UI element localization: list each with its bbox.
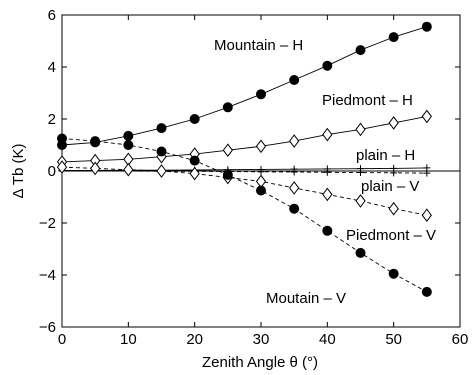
label-piedmont-h: Piedmont – H [322, 92, 413, 109]
series-line [61, 26, 427, 146]
series-layer [56, 21, 432, 297]
data-point [56, 160, 68, 174]
data-point [323, 168, 331, 176]
data-point [289, 134, 300, 148]
data-point [390, 169, 398, 177]
x-axis-label: Zenith Angle θ (°) [202, 354, 318, 371]
data-point [222, 143, 233, 158]
data-point [388, 201, 399, 216]
label-plain-v: plain – V [361, 178, 419, 195]
series-line [62, 167, 427, 171]
data-point [289, 181, 300, 195]
data-point [189, 155, 200, 166]
data-point [189, 166, 200, 181]
data-point [90, 136, 101, 147]
series-line [62, 170, 427, 174]
y-axis-label: Δ Tb (K) [10, 143, 27, 198]
data-point [388, 32, 399, 43]
y-tick-label: 2 [48, 111, 56, 128]
data-point [255, 139, 267, 154]
data-point [256, 185, 266, 196]
data-point [421, 21, 432, 32]
y-axis-ticks: −6 −4 −2 0 2 4 6 [39, 7, 460, 336]
data-point [123, 130, 134, 141]
label-moutain-v: Moutain – V [266, 290, 346, 307]
data-point [123, 140, 134, 150]
data-point [156, 123, 167, 134]
label-plain-h: plain – H [356, 147, 415, 164]
data-point [388, 268, 399, 279]
x-axis-ticks: 0 10 20 30 40 50 60 [58, 15, 469, 348]
data-point [222, 169, 233, 180]
x-tick-label: 30 [253, 331, 270, 348]
x-tick-label: 0 [58, 331, 66, 348]
data-point [156, 164, 167, 178]
data-point [322, 60, 333, 71]
data-point [222, 102, 233, 113]
data-point [156, 146, 167, 157]
data-point [189, 114, 200, 124]
data-point [322, 225, 333, 236]
data-point [256, 89, 266, 100]
data-point [289, 75, 300, 85]
data-point [421, 208, 432, 223]
label-piedmont-v: Piedmont – V [346, 227, 436, 244]
x-tick-label: 10 [120, 331, 137, 348]
data-point [322, 187, 333, 202]
label-mountain-h: Mountain – H [214, 37, 303, 54]
series-5 [57, 133, 432, 297]
series-line [61, 138, 428, 293]
data-point [355, 45, 366, 56]
data-point [355, 194, 366, 208]
y-tick-label: −2 [39, 215, 56, 232]
data-point [290, 168, 298, 176]
data-point [357, 169, 364, 177]
data-point [388, 116, 399, 130]
data-point [257, 168, 265, 176]
x-tick-label: 50 [385, 331, 402, 348]
data-point [90, 161, 101, 176]
y-tick-label: −6 [39, 319, 56, 336]
data-point [423, 169, 431, 177]
data-point [57, 133, 67, 144]
data-point [421, 109, 432, 124]
y-tick-label: −4 [39, 267, 56, 284]
y-tick-label: 4 [48, 59, 56, 76]
data-point [355, 122, 366, 137]
y-tick-label: 0 [48, 163, 56, 180]
data-point [355, 247, 366, 258]
x-tick-label: 60 [452, 331, 469, 348]
data-point [322, 127, 333, 142]
data-point [289, 203, 300, 214]
y-tick-label: 6 [48, 7, 56, 24]
annotation-layer: Mountain – H Piedmont – H plain – H plai… [214, 37, 436, 307]
data-point [421, 286, 432, 297]
x-tick-label: 20 [186, 331, 203, 348]
data-point [123, 162, 134, 177]
x-tick-label: 40 [319, 331, 336, 348]
series-line [61, 115, 427, 163]
series-line [61, 166, 427, 216]
